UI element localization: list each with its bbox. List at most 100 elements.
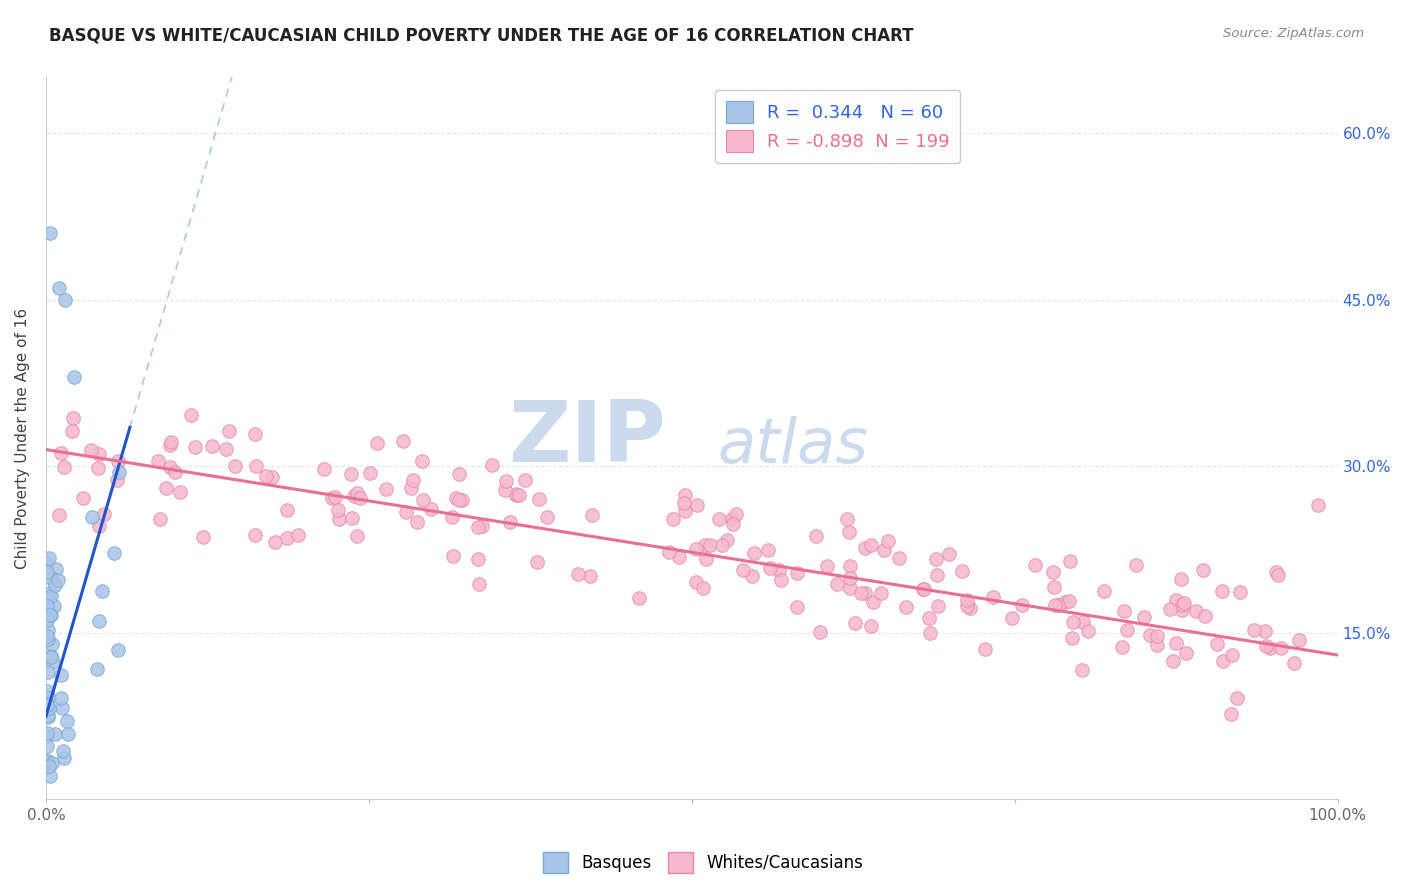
Point [412,493,434,508]
Point [658,545,681,559]
Point [37,754,59,768]
Point [1258,641,1281,656]
Point [1046,599,1069,613]
Point [49,668,72,682]
Point [39,648,62,663]
Text: BASQUE VS WHITE/CAUCASIAN CHILD POVERTY UNDER THE AGE OF 16 CORRELATION CHART: BASQUE VS WHITE/CAUCASIAN CHILD POVERTY … [49,27,914,45]
Point [1171,602,1194,616]
Point [449,467,471,482]
Point [686,498,709,512]
Point [37,592,59,607]
Point [887,550,910,565]
Point [1243,624,1265,638]
Point [849,585,872,599]
Point [37,707,59,722]
Point [1282,656,1305,670]
Point [695,551,717,566]
Point [956,593,979,607]
Point [1077,624,1099,638]
Point [38,226,60,240]
Point [1125,558,1147,572]
Point [37,754,59,768]
Point [340,510,363,524]
Point [440,509,463,524]
Point [529,492,551,507]
Point [37,623,59,637]
Text: ZIP: ZIP [508,397,666,480]
Point [894,600,917,615]
Point [42,655,65,669]
Point [62,410,84,425]
Point [515,473,537,487]
Point [51,445,73,459]
Point [56,727,79,741]
Point [37,629,59,643]
Point [276,503,298,517]
Point [505,486,527,500]
Point [675,504,697,518]
Point [446,491,468,505]
Point [39,608,62,623]
Point [627,591,650,605]
Point [536,509,558,524]
Point [825,577,848,591]
Point [328,512,350,526]
Point [499,515,522,529]
Point [37,698,59,712]
Point [1043,598,1066,612]
Point [695,538,717,552]
Point [920,625,942,640]
Point [37,739,59,753]
Point [1173,597,1195,611]
Point [862,595,884,609]
Point [48,573,70,587]
Point [685,574,707,589]
Point [38,759,60,773]
Point [37,726,59,740]
Point [149,512,172,526]
Point [1053,595,1076,609]
Point [1111,640,1133,654]
Point [180,409,202,423]
Point [1070,663,1092,677]
Point [169,484,191,499]
Point [716,533,738,547]
Point [838,571,860,585]
Point [89,518,111,533]
Point [103,546,125,560]
Point [1011,599,1033,613]
Point [710,537,733,551]
Point [839,559,862,574]
Point [872,542,894,557]
Point [467,551,489,566]
Point [495,475,517,489]
Point [1071,615,1094,629]
Point [93,508,115,522]
Point [1166,593,1188,607]
Point [51,690,73,705]
Point [938,547,960,561]
Point [39,589,62,603]
Point [1042,566,1064,580]
Point [91,584,114,599]
Point [326,502,349,516]
Point [37,598,59,612]
Point [786,566,808,581]
Point [395,505,418,519]
Point [321,491,343,506]
Point [877,534,900,549]
Point [245,528,267,542]
Point [1226,691,1249,706]
Point [264,535,287,549]
Point [581,508,603,522]
Point [37,684,59,698]
Point [927,567,949,582]
Point [1171,599,1194,613]
Point [48,508,70,522]
Point [1288,632,1310,647]
Point [769,573,792,587]
Point [723,516,745,531]
Point [1267,567,1289,582]
Point [193,530,215,544]
Point [1185,604,1208,618]
